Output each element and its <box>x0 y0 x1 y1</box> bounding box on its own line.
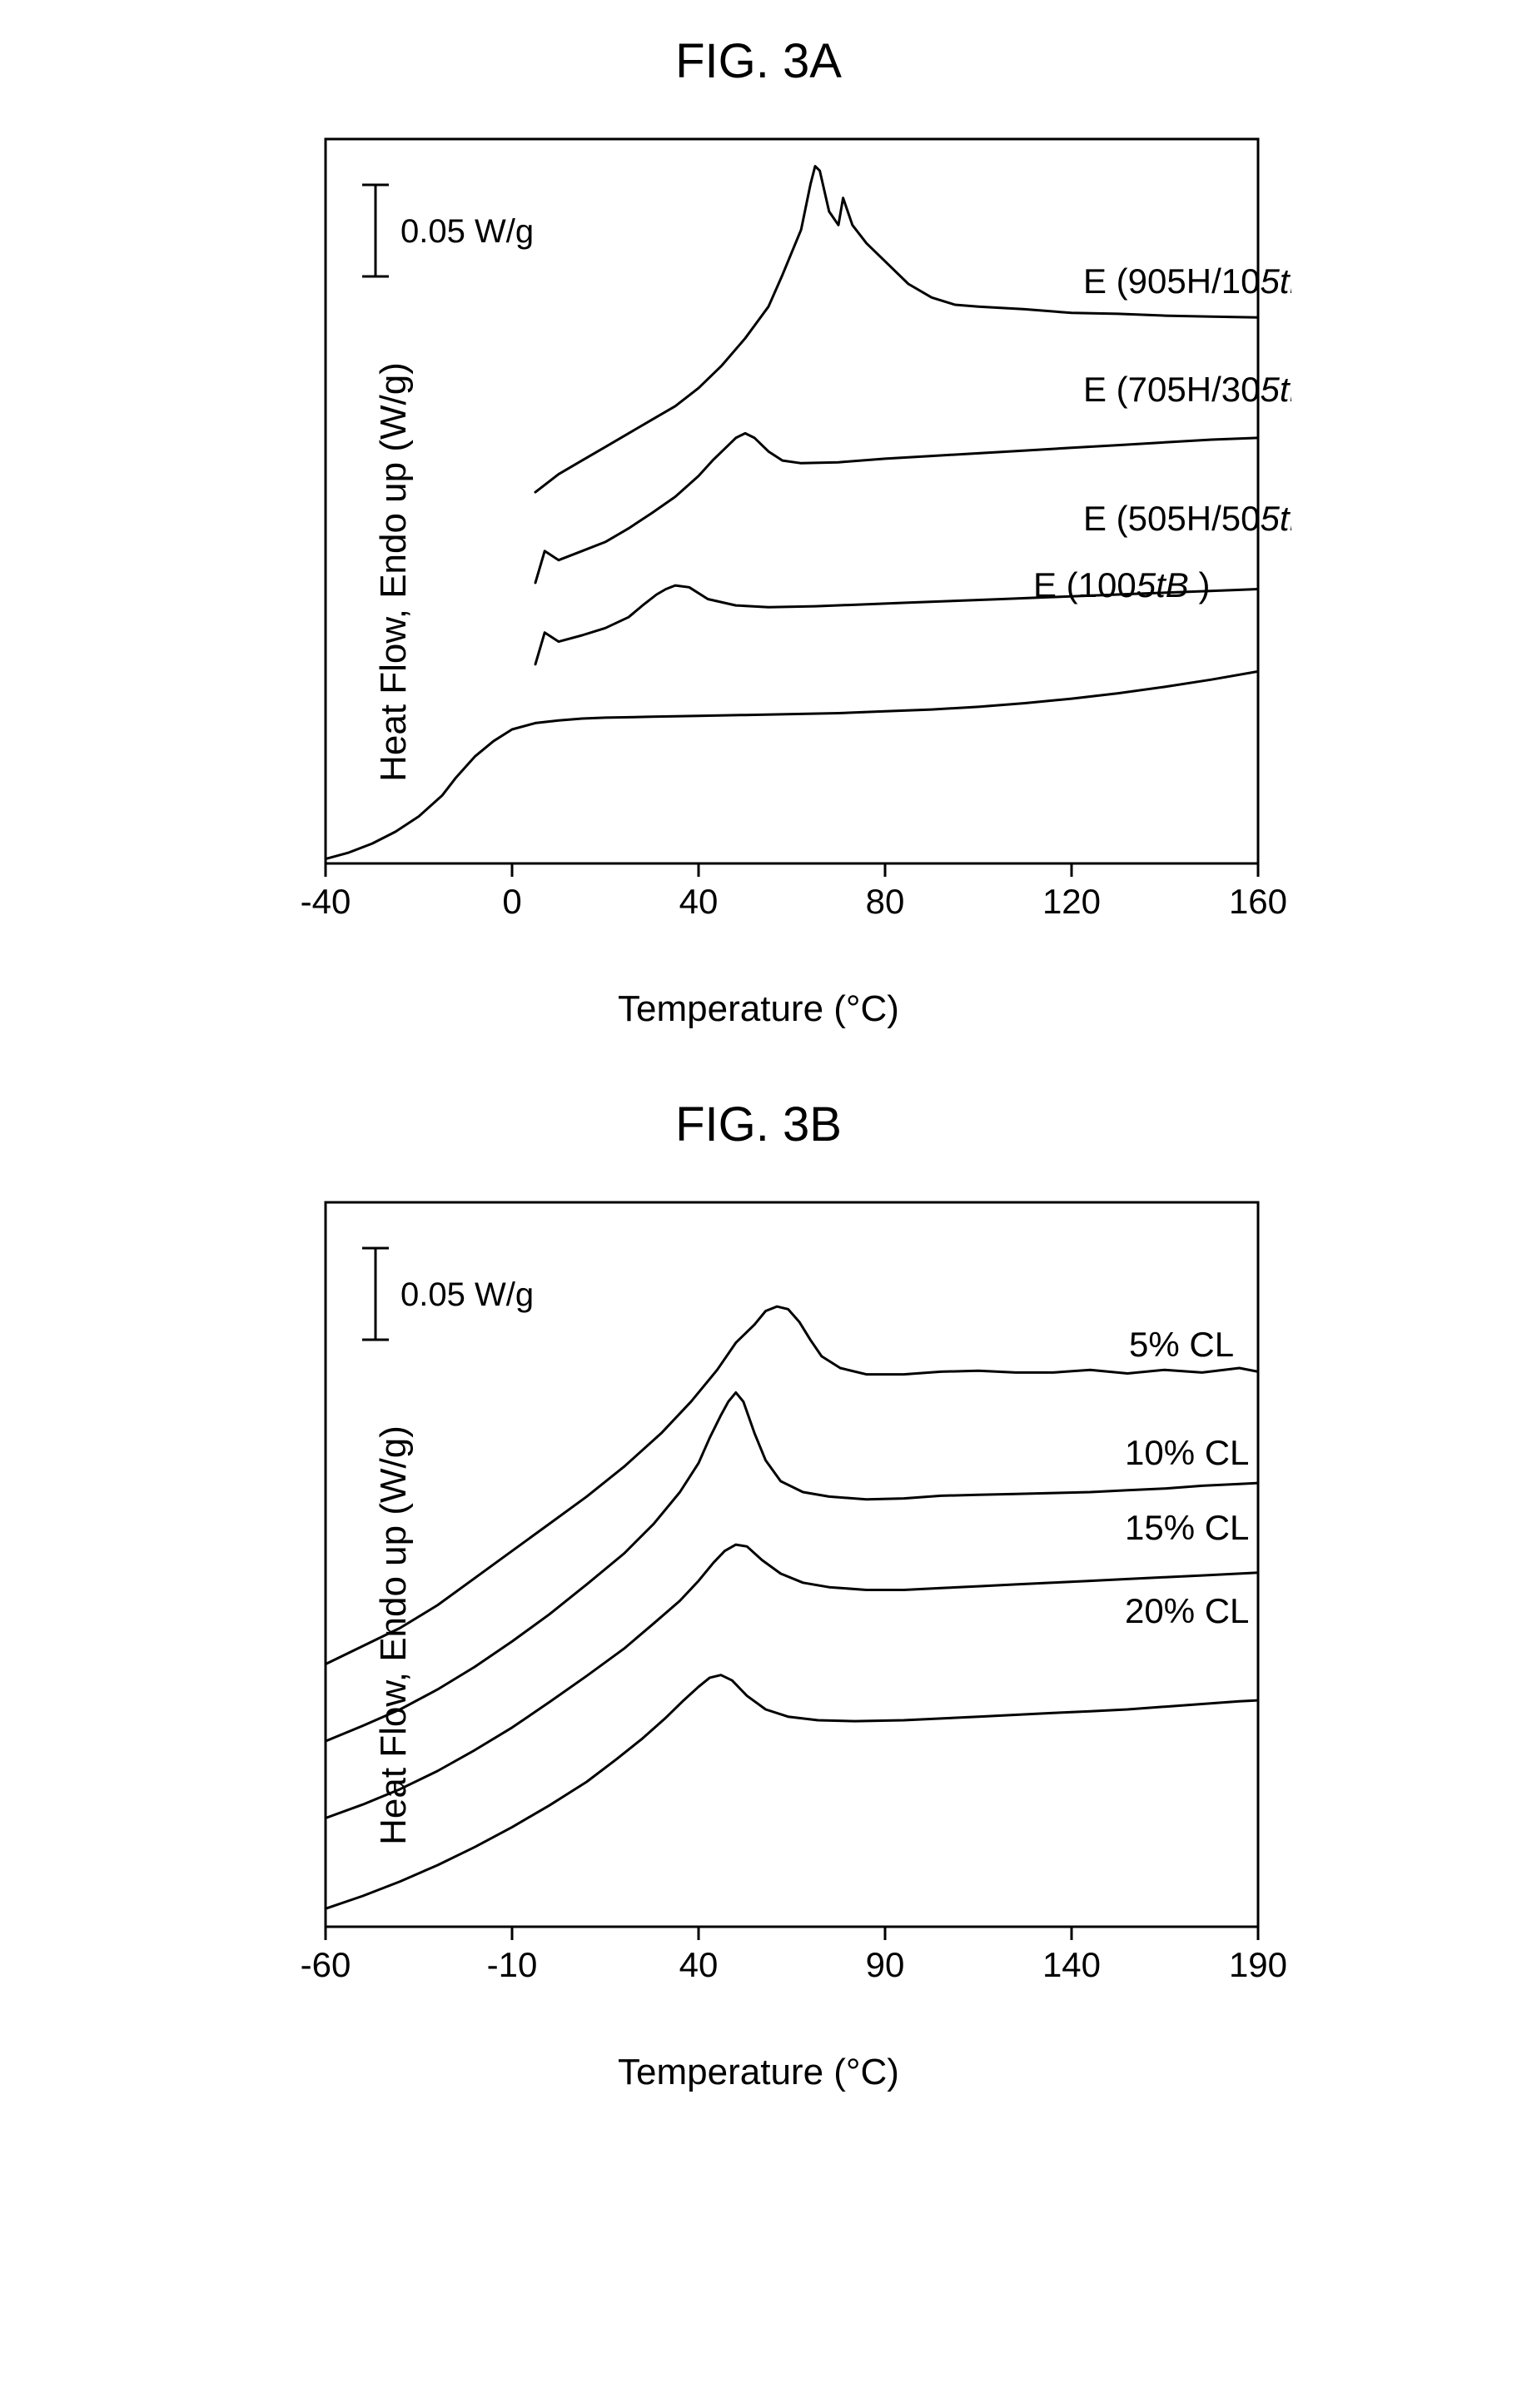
svg-text:20% CL: 20% CL <box>1125 1591 1249 1630</box>
figure-3b-chart: Heat Flow, Endo up (W/g) -60-10409014019… <box>176 1177 1341 2093</box>
svg-text:0.05 W/g: 0.05 W/g <box>400 213 534 250</box>
svg-text:40: 40 <box>679 882 719 921</box>
svg-text:-40: -40 <box>301 882 351 921</box>
svg-text:15% CL: 15% CL <box>1125 1508 1249 1547</box>
svg-text:160: 160 <box>1229 882 1287 921</box>
figure-3b-title: FIG. 3B <box>176 1097 1341 1152</box>
svg-text:40: 40 <box>679 1945 719 1984</box>
figure-3b: FIG. 3B Heat Flow, Endo up (W/g) -60-104… <box>176 1097 1341 2093</box>
figure-3a-xlabel: Temperature (°C) <box>618 988 899 1030</box>
svg-text:-60: -60 <box>301 1945 351 1984</box>
svg-text:10% CL: 10% CL <box>1125 1433 1249 1472</box>
figure-3a: FIG. 3A Heat Flow, Endo up (W/g) -400408… <box>176 33 1341 1030</box>
figure-3b-plot: -60 -10 40 90 140 190 5% CL 10% CL 15% CL 20% CL 0… <box>292 1177 1291 2010</box>
svg-text:5% CL: 5% CL <box>1129 1325 1234 1364</box>
svg-text:-10: -10 <box>487 1945 538 1984</box>
figure-3a-title: FIG. 3A <box>176 33 1341 89</box>
svg-text:E (1005tB ): E (1005tB ) <box>1033 565 1210 604</box>
figure-3b-xlabel: Temperature (°C) <box>618 2052 899 2093</box>
svg-text:120: 120 <box>1042 882 1101 921</box>
svg-text:190: 190 <box>1229 1945 1287 1984</box>
svg-text:E (705H/305tB ): E (705H/305tB ) <box>1083 370 1291 409</box>
figure-3a-chart: Heat Flow, Endo up (W/g) -4004080120160E… <box>176 114 1341 1030</box>
svg-text:0: 0 <box>502 882 521 921</box>
svg-text:140: 140 <box>1042 1945 1101 1984</box>
svg-text:E (905H/105tB ): E (905H/105tB ) <box>1083 261 1291 301</box>
svg-text:0.05 W/g: 0.05 W/g <box>400 1276 534 1313</box>
figure-3a-plot: -40 0 40 80 120 160 E (905H/105tB ) E (705H/305… <box>292 114 1291 947</box>
svg-text:90: 90 <box>866 1945 905 1984</box>
svg-text:80: 80 <box>866 882 905 921</box>
svg-text:E (505H/505tB ): E (505H/505tB ) <box>1083 499 1291 538</box>
